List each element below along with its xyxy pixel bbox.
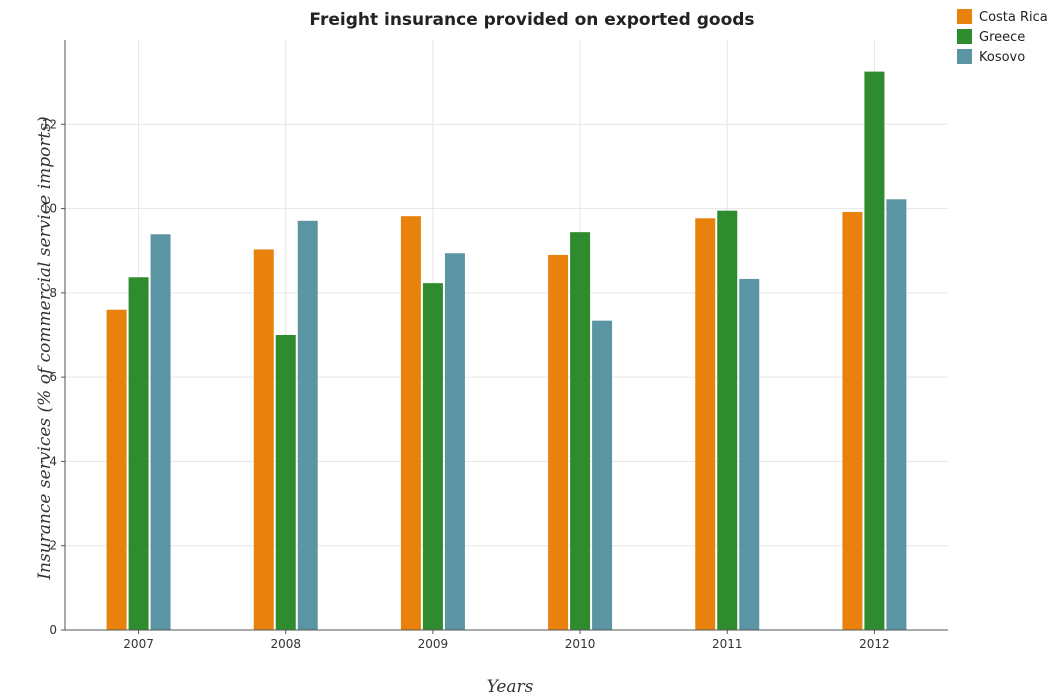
axes: 0 2 4 6 8 10 12 2007 2008 2009 2010 2011 2012 <box>42 40 948 651</box>
chart-title: Freight insurance provided on exported g… <box>309 10 754 30</box>
bar-kosovo-2007 <box>150 234 171 630</box>
x-tick-label: 2010 <box>565 637 596 651</box>
bar-kosovo-2009 <box>444 253 465 630</box>
bar-costa-rica-2007 <box>106 309 127 630</box>
legend-label: Costa Rica <box>979 10 1048 25</box>
legend: Costa Rica Greece Kosovo <box>957 9 1048 65</box>
y-tick-label: 10 <box>42 202 57 216</box>
y-tick-label: 6 <box>49 370 57 384</box>
x-tick-label: 2012 <box>859 637 890 651</box>
legend-swatch-costa-rica <box>957 9 972 24</box>
legend-label: Greece <box>979 30 1025 45</box>
bar-kosovo-2012 <box>886 199 907 631</box>
x-tick-label: 2011 <box>712 637 743 651</box>
grid-lines <box>65 40 948 631</box>
bar-greece-2011 <box>717 210 738 630</box>
bar-greece-2007 <box>128 277 149 630</box>
bar-costa-rica-2010 <box>548 254 569 630</box>
y-axis-label: Insurance services (% of commercial serv… <box>35 116 55 580</box>
legend-label: Kosovo <box>979 50 1025 65</box>
x-tick-label: 2007 <box>123 637 154 651</box>
bar-greece-2010 <box>570 232 591 630</box>
y-tick-label: 4 <box>49 454 57 468</box>
y-tick-label: 12 <box>42 117 57 131</box>
x-tick-label: 2008 <box>270 637 301 651</box>
x-tick-label: 2009 <box>418 637 449 651</box>
bar-costa-rica-2009 <box>400 216 421 630</box>
y-tick-label: 8 <box>49 286 57 300</box>
bar-costa-rica-2011 <box>695 218 716 630</box>
legend-swatch-greece <box>957 29 972 44</box>
bar-greece-2009 <box>422 283 443 630</box>
y-tick-label: 0 <box>49 623 57 637</box>
bar-kosovo-2008 <box>297 220 318 631</box>
bar-greece-2008 <box>275 335 296 630</box>
legend-swatch-kosovo <box>957 49 972 64</box>
bar-costa-rica-2012 <box>842 211 863 630</box>
y-tick-label: 2 <box>49 539 57 553</box>
bar-greece-2012 <box>864 71 885 631</box>
bars <box>106 71 907 631</box>
bar-costa-rica-2008 <box>253 249 274 630</box>
x-axis-label: Years <box>487 677 534 697</box>
bar-kosovo-2010 <box>592 320 613 630</box>
bar-kosovo-2011 <box>739 278 760 630</box>
